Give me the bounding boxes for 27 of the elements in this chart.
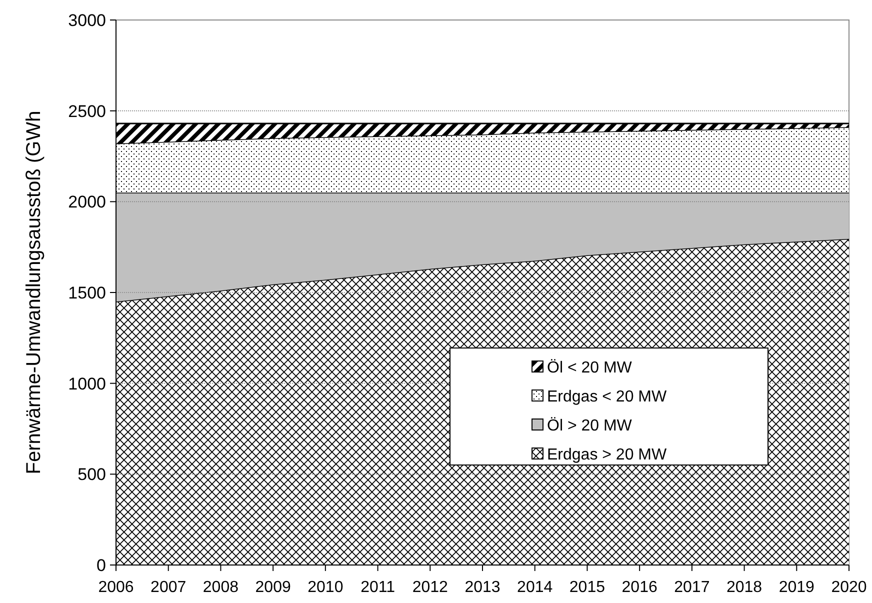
y-tick-label: 2500 [68,102,106,121]
x-tick-label: 2015 [569,579,606,596]
y-tick-label: 1000 [68,374,106,394]
y-tick-label: 1500 [68,283,106,302]
x-tick-label: 2009 [255,579,291,596]
legend-label: Erdgas < 20 MW [547,388,668,406]
y-axis-title: Fernwärme-Umwandlungsausstoß (GWh [23,110,45,474]
y-tick-label: 3000 [68,10,106,30]
x-tick-label: 2007 [150,579,186,596]
x-tick-label: 2017 [674,579,710,596]
legend-label: Öl < 20 MW [547,358,633,377]
legend-label: Öl > 20 MW [547,416,633,435]
y-tick-label: 500 [78,465,106,484]
y-tick-label: 2000 [68,192,106,212]
x-tick-label: 2013 [464,579,500,596]
x-tick-label: 2012 [412,579,448,596]
x-tick-label: 2006 [98,579,134,596]
y-tick-label: 0 [96,556,106,575]
x-tick-label: 2011 [360,579,396,596]
x-tick-label: 2008 [202,579,239,596]
x-tick-label: 2014 [517,579,553,596]
x-tick-label: 2018 [726,579,762,596]
x-tick-label: 2016 [622,579,658,596]
x-tick-label: 2019 [778,579,815,596]
x-tick-label: 2020 [831,579,867,596]
legend-label: Erdgas > 20 MW [547,446,668,464]
x-tick-label: 2010 [308,579,344,596]
